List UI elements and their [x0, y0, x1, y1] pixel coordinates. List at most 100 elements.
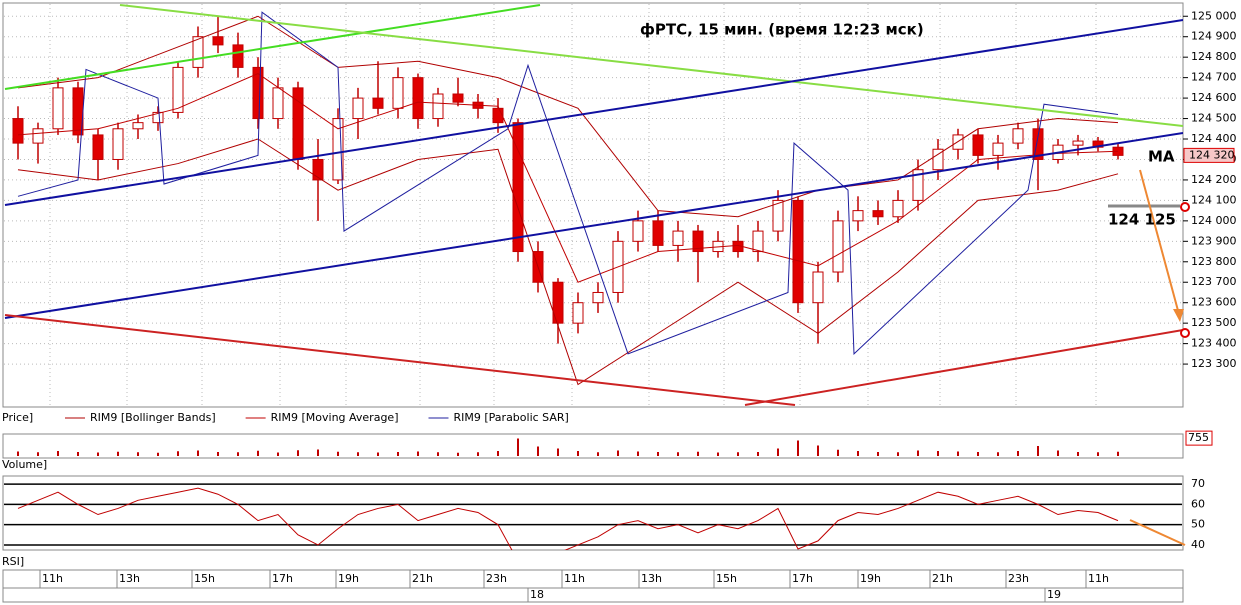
- volume-bar: [1117, 451, 1119, 456]
- trend-line: [119, 4, 1183, 127]
- candle-body: [852, 210, 864, 222]
- volume-bar: [277, 452, 279, 456]
- candle-body: [812, 271, 824, 304]
- x-tick-label: 11h: [1088, 572, 1109, 585]
- volume-bar: [337, 451, 339, 456]
- volume-bar: [417, 451, 419, 456]
- volume-bar: [97, 452, 99, 456]
- volume-bar: [397, 452, 399, 456]
- volume-bar: [797, 440, 799, 456]
- price-pane: [2, 2, 1184, 408]
- chart-title: фРТС, 15 мин. (время 12:23 мск): [640, 21, 924, 39]
- volume-bar: [697, 451, 699, 456]
- volume-bar: [377, 452, 379, 456]
- candle-body: [592, 291, 604, 304]
- candle-body: [132, 122, 144, 130]
- y-tick-label: 123 400: [1191, 337, 1237, 350]
- volume-bar: [17, 451, 19, 456]
- volume-bar: [897, 452, 899, 456]
- volume-bar: [937, 451, 939, 456]
- volume-bar: [1097, 452, 1099, 456]
- y-tick-label: 123 600: [1191, 296, 1237, 309]
- candle-body: [372, 97, 384, 109]
- y-tick-label: 123 900: [1191, 234, 1237, 247]
- pane-label: Volume]: [2, 458, 47, 471]
- volume-bar: [77, 452, 79, 456]
- volume-bar: [977, 452, 979, 456]
- y-tick-label: 124 400: [1191, 132, 1237, 145]
- day-label: 19: [1047, 588, 1061, 601]
- candle-body: [352, 97, 364, 120]
- volume-bar: [757, 452, 759, 456]
- rsi-line: [17, 487, 1119, 550]
- volume-bar: [717, 452, 719, 456]
- volume-bar: [117, 451, 119, 456]
- candle-body: [432, 93, 444, 120]
- volume-bar: [497, 451, 499, 456]
- y-tick-label: 50: [1191, 518, 1205, 531]
- y-tick-box: [1185, 430, 1213, 446]
- level-marker: [1180, 202, 1190, 212]
- annotation: MA: [1148, 148, 1175, 166]
- volume-bar: [1017, 451, 1019, 456]
- overlay-line: [17, 72, 1119, 283]
- volume-bar: [157, 452, 159, 456]
- volume-bar: [837, 449, 839, 456]
- candle-body: [1032, 128, 1044, 160]
- volume-pane: [2, 433, 1184, 459]
- y-tick-label: 123 800: [1191, 255, 1237, 268]
- volume-bar: [657, 452, 659, 456]
- volume-bar: [517, 438, 519, 456]
- candle-body: [692, 230, 704, 253]
- volume-bar: [737, 452, 739, 456]
- candle-body: [912, 169, 924, 201]
- arrow: [1139, 169, 1181, 319]
- volume-bar: [1037, 446, 1039, 456]
- volume-bar: [617, 450, 619, 456]
- volume-bar: [57, 451, 59, 456]
- volume-bar: [637, 451, 639, 456]
- x-tick-label: 15h: [194, 572, 215, 585]
- candle-body: [872, 210, 884, 218]
- candle-body: [192, 36, 204, 68]
- candle-body: [832, 220, 844, 273]
- volume-bar: [537, 446, 539, 456]
- volume-bar: [37, 452, 39, 456]
- candle-body: [212, 36, 224, 46]
- x-tick-label: 17h: [792, 572, 813, 585]
- candle-body: [572, 302, 584, 324]
- candle-body: [12, 118, 24, 144]
- trend-line: [4, 132, 1183, 319]
- annotation: 124 125: [1108, 211, 1176, 229]
- volume-bar: [137, 452, 139, 456]
- candle-body: [512, 122, 524, 253]
- y-tick-label: 40: [1191, 538, 1205, 551]
- y-tick-label: 124 500: [1191, 112, 1237, 125]
- volume-bar: [177, 451, 179, 456]
- candle-body: [1072, 140, 1084, 146]
- candle-body: [392, 77, 404, 109]
- y-tick-label: 755: [1188, 431, 1209, 444]
- x-tick-label: 21h: [412, 572, 433, 585]
- y-tick-label: 123 300: [1191, 357, 1237, 370]
- level-marker: [1180, 328, 1190, 338]
- volume-bar: [217, 452, 219, 456]
- overlay-line: [17, 138, 1119, 386]
- candle-body: [332, 118, 344, 181]
- candle-body: [752, 230, 764, 253]
- candle-body: [772, 199, 784, 232]
- volume-bar: [817, 445, 819, 456]
- pane-label: RSI]: [2, 555, 24, 568]
- volume-bar: [197, 450, 199, 456]
- candle-body: [152, 111, 164, 124]
- legend-label: RIM9 [Parabolic SAR]: [454, 411, 569, 424]
- overlay-line: [17, 11, 1119, 355]
- y-tick-label: 124 000: [1191, 214, 1237, 227]
- volume-bar: [597, 452, 599, 456]
- candle-body: [172, 66, 184, 113]
- candle-body: [412, 77, 424, 120]
- volume-bar: [857, 451, 859, 456]
- y-tick-label: 124 700: [1191, 71, 1237, 84]
- x-tick-label: 11h: [564, 572, 585, 585]
